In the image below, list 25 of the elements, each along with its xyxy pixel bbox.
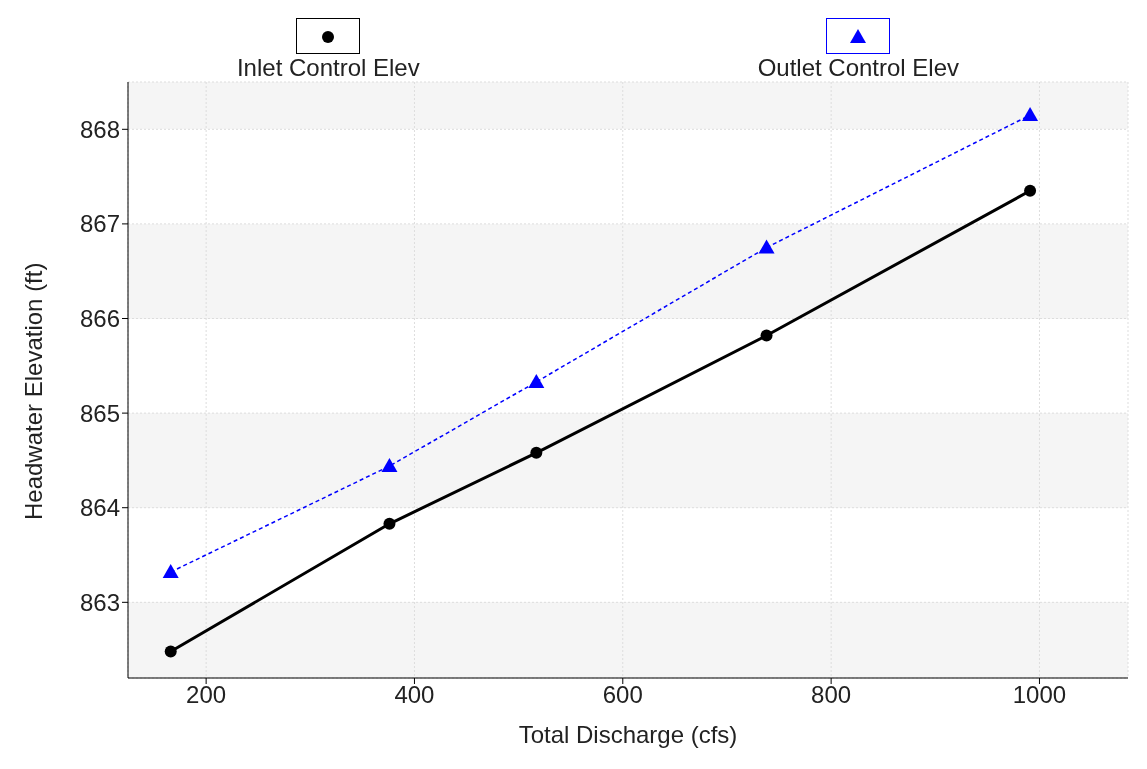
x-tick-label: 600 — [602, 681, 643, 709]
point — [381, 458, 398, 473]
point — [383, 517, 396, 530]
point — [528, 373, 545, 388]
x-tick-label: 400 — [394, 681, 435, 709]
y-axis-title: Headwater Elevation (ft) — [19, 262, 47, 520]
y-tick-label: 865 — [79, 399, 120, 427]
y-tick-label: 866 — [79, 305, 120, 333]
point — [1022, 107, 1039, 122]
point — [760, 329, 773, 342]
x-tick-label: 1000 — [1012, 681, 1067, 709]
point — [758, 239, 775, 254]
x-tick-label: 800 — [811, 681, 852, 709]
point — [1024, 184, 1037, 197]
legend-label: Inlet Control Elev — [236, 54, 420, 82]
y-tick-label: 863 — [79, 588, 120, 616]
y-tick-label: 867 — [79, 210, 120, 238]
y-tick-label: 864 — [79, 494, 120, 522]
y-tick-label: 868 — [79, 115, 120, 143]
x-tick-label: 200 — [186, 681, 227, 709]
x-axis-title: Total Discharge (cfs) — [518, 721, 738, 748]
point — [162, 564, 179, 579]
legend-label: Outlet Control Elev — [757, 54, 960, 82]
point — [164, 645, 177, 658]
point — [530, 446, 543, 459]
